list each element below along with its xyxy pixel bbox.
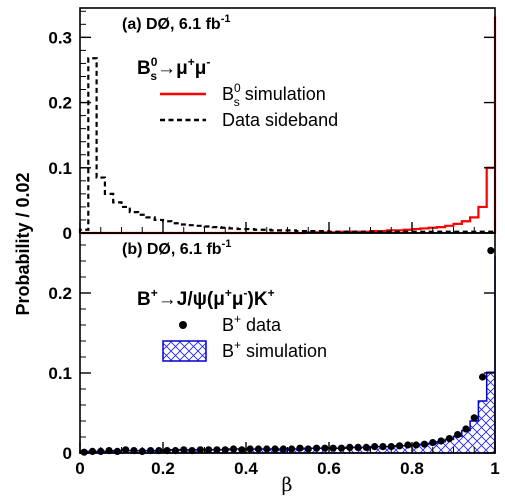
data-point	[122, 446, 130, 454]
data-point	[371, 443, 379, 451]
y-tick-label: 0.1	[48, 159, 72, 178]
data-point	[238, 446, 246, 454]
decay-label: B+→J/ψ(μ+μ-)K+	[137, 286, 275, 310]
data-point	[445, 435, 453, 443]
data-point	[487, 247, 495, 255]
histogram-2	[78, 57, 497, 233]
legend-swatch	[162, 340, 207, 362]
y-tick-label: 0	[63, 444, 72, 463]
data-point	[404, 441, 412, 449]
axis-titles: Probability / 0.02 β	[13, 172, 293, 496]
y-tick-label: 0.1	[48, 364, 72, 383]
data-point	[296, 444, 304, 452]
y-axis-title: Probability / 0.02	[13, 172, 33, 315]
data-point	[213, 446, 221, 454]
data-point	[329, 444, 337, 452]
x-tick-label: 0	[75, 459, 84, 478]
data-point	[337, 444, 346, 452]
data-point	[246, 445, 254, 453]
x-tick-label: 0.2	[151, 459, 175, 478]
data-point	[379, 443, 387, 451]
legend-swatch	[179, 321, 187, 329]
panel-b: 0 0.1 0.2 0 0.2 0.4 0.6 0.8 1 (b) DØ, 6.1 fb-1 B+→…	[48, 232, 500, 478]
data-point	[412, 441, 420, 449]
data-point	[254, 445, 263, 453]
data-point	[312, 444, 321, 452]
data-point	[462, 425, 470, 433]
panel-header: (b) DØ, 6.1 fb-1	[122, 238, 231, 258]
data-point	[454, 431, 462, 439]
data-point	[88, 447, 97, 455]
data-point	[196, 446, 204, 454]
panel-header: (a) DØ, 6.1 fb-1	[122, 13, 230, 33]
data-point	[113, 447, 121, 455]
data-point	[387, 443, 395, 451]
data-point	[229, 445, 238, 453]
legend-label: B+ data	[222, 312, 282, 335]
x-tick-label: 0.4	[234, 459, 258, 478]
data-point	[395, 442, 404, 450]
panel-a: 0 0.1 0.2 0.3 (a) DØ, 6.1 fb-1 B0 s→μ+μ- B0 s si…	[48, 7, 497, 243]
data-point	[279, 445, 287, 453]
y-tick-label: 0.2	[48, 94, 72, 113]
data-point	[288, 445, 296, 453]
legend-label: B+ simulation	[222, 338, 327, 361]
data-point	[362, 443, 370, 451]
y-tick-label: 0.3	[48, 28, 72, 47]
data-point	[478, 373, 487, 381]
data-point	[437, 437, 445, 445]
data-point	[354, 443, 362, 451]
decay-label: B0 s→μ+μ-	[137, 55, 210, 83]
data-point	[205, 446, 213, 454]
data-point	[420, 440, 429, 448]
x-tick-label: 1	[490, 459, 499, 478]
data-point	[470, 414, 478, 422]
x-tick-label: 0.6	[317, 459, 341, 478]
data-point	[429, 439, 437, 447]
legend-label: Data sideband	[222, 110, 338, 130]
legend-label: B0 s simulation	[222, 81, 326, 109]
data-point	[271, 445, 279, 453]
x-tick-label: 0.8	[400, 459, 424, 478]
data-point	[321, 444, 329, 452]
x-axis-title: β	[282, 474, 293, 496]
y-tick-label: 0.2	[48, 284, 72, 303]
y-tick-label: 0	[63, 224, 72, 243]
